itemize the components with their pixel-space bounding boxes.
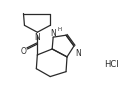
- Text: N: N: [34, 33, 40, 42]
- Text: N: N: [75, 49, 81, 58]
- Text: O: O: [21, 47, 26, 56]
- Text: HCl: HCl: [104, 60, 119, 69]
- Text: H: H: [58, 27, 62, 32]
- Text: N: N: [50, 29, 56, 38]
